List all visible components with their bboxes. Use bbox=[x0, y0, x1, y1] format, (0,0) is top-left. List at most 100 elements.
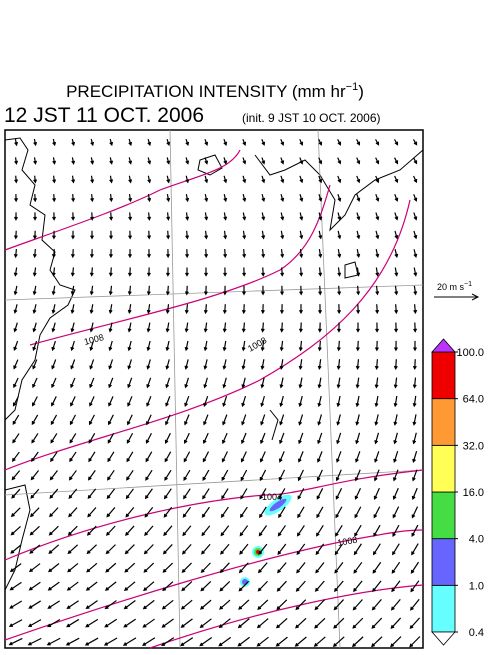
wind-arrow bbox=[66, 581, 79, 591]
wind-arrow bbox=[242, 230, 247, 240]
wind-arrow bbox=[317, 395, 322, 408]
wind-arrow bbox=[278, 506, 286, 519]
wind-arrow bbox=[242, 138, 247, 146]
title-text: PRECIPITATION INTENSITY (mm hr bbox=[66, 82, 346, 101]
wind-arrow bbox=[204, 157, 209, 165]
wind-arrow bbox=[315, 562, 325, 574]
wind-arrow bbox=[375, 230, 380, 240]
wind-vectors bbox=[8, 138, 421, 648]
wind-arrow bbox=[71, 194, 76, 203]
wind-arrow bbox=[412, 414, 417, 426]
wind-arrow bbox=[87, 470, 96, 481]
colorbar-under bbox=[431, 631, 456, 646]
wind-arrow bbox=[392, 543, 400, 556]
wind-arrow bbox=[161, 618, 174, 628]
wind-arrow bbox=[48, 525, 59, 536]
wind-arrow bbox=[279, 322, 284, 333]
wind-arrow bbox=[317, 377, 322, 389]
wind-arrow bbox=[185, 212, 190, 221]
wind-arrow bbox=[410, 580, 420, 593]
wind-arrow bbox=[146, 340, 151, 352]
wind-arrow bbox=[146, 304, 151, 315]
wind-arrow bbox=[318, 230, 323, 240]
wind-arrow bbox=[411, 543, 419, 556]
wind-arrow bbox=[52, 212, 56, 221]
wind-arrow bbox=[185, 267, 189, 277]
wind-arrow bbox=[199, 636, 213, 647]
wind-arrow bbox=[394, 267, 399, 277]
wind-arrow bbox=[336, 322, 341, 333]
wind-arrow bbox=[84, 637, 99, 646]
wind-arrow bbox=[32, 304, 37, 314]
wind-arrow bbox=[202, 451, 210, 463]
wind-arrow bbox=[163, 506, 173, 518]
wind-arrow bbox=[373, 524, 381, 537]
wind-arrow bbox=[242, 212, 247, 221]
wind-arrow bbox=[109, 230, 113, 240]
wind-arrow bbox=[127, 396, 133, 407]
colorbar-label: 16.0 bbox=[463, 487, 484, 499]
wind-arrow bbox=[318, 139, 323, 146]
wind-arrow bbox=[128, 249, 132, 259]
wind-arrow bbox=[332, 636, 345, 647]
wind-arrow bbox=[125, 488, 134, 500]
isobar bbox=[29, 184, 331, 346]
isobar bbox=[4, 469, 424, 561]
wind-arrow bbox=[46, 637, 61, 646]
wind-arrow bbox=[337, 157, 342, 165]
wind-arrow bbox=[162, 544, 173, 555]
wind-arrow bbox=[31, 433, 39, 444]
wind-arrow bbox=[354, 524, 362, 537]
wind-arrow bbox=[89, 249, 94, 259]
wind-arrow bbox=[277, 525, 286, 537]
wind-arrow bbox=[256, 636, 269, 647]
wind-arrow bbox=[242, 175, 247, 184]
wind-arrow bbox=[107, 451, 115, 463]
wind-arrow bbox=[257, 580, 268, 592]
wind-arrow bbox=[410, 561, 420, 574]
wind-arrow bbox=[124, 562, 136, 573]
wind-arrow bbox=[30, 488, 40, 499]
wind-arrow bbox=[49, 507, 59, 518]
longitude-line bbox=[169, 129, 181, 649]
wind-arrow bbox=[241, 322, 246, 333]
wind-arrow bbox=[223, 249, 228, 259]
precip-cell bbox=[242, 579, 248, 585]
wind-arrow bbox=[123, 599, 136, 610]
wind-arrow bbox=[219, 580, 231, 592]
wind-arrow bbox=[374, 451, 380, 463]
wind-arrow bbox=[90, 157, 95, 165]
wind-arrow bbox=[392, 469, 399, 482]
wind-arrow bbox=[181, 543, 192, 555]
wind-arrow bbox=[123, 581, 136, 591]
wind-arrow bbox=[164, 451, 172, 463]
wind-arrow bbox=[127, 267, 132, 277]
wind-arrow bbox=[109, 193, 114, 203]
wind-arrow bbox=[373, 469, 380, 482]
wind-arrow bbox=[166, 138, 171, 147]
wind-arrow bbox=[183, 451, 191, 463]
wind-arrow bbox=[297, 451, 304, 463]
wind-arrow bbox=[353, 543, 362, 556]
wind-arrow bbox=[354, 469, 361, 482]
wind-arrow bbox=[12, 396, 19, 407]
wind-arrow bbox=[184, 304, 189, 315]
wind-arrow bbox=[166, 230, 171, 240]
wind-arrow bbox=[28, 563, 41, 573]
wind-arrow bbox=[108, 249, 113, 259]
wind-arrow bbox=[297, 506, 305, 519]
wind-arrow bbox=[66, 600, 79, 609]
wind-arrow bbox=[165, 340, 170, 352]
wind-arrow bbox=[165, 322, 170, 333]
wind-arrow bbox=[203, 285, 208, 296]
coastline bbox=[4, 137, 76, 421]
wind-arrow bbox=[222, 377, 227, 389]
wind-arrow bbox=[371, 617, 383, 629]
wind-arrow bbox=[375, 175, 380, 184]
wind-arrow bbox=[355, 340, 360, 352]
wind-arrow bbox=[238, 562, 249, 574]
wind-arrow bbox=[48, 563, 60, 573]
wind-arrow bbox=[336, 432, 342, 445]
wind-arrow bbox=[70, 267, 75, 277]
